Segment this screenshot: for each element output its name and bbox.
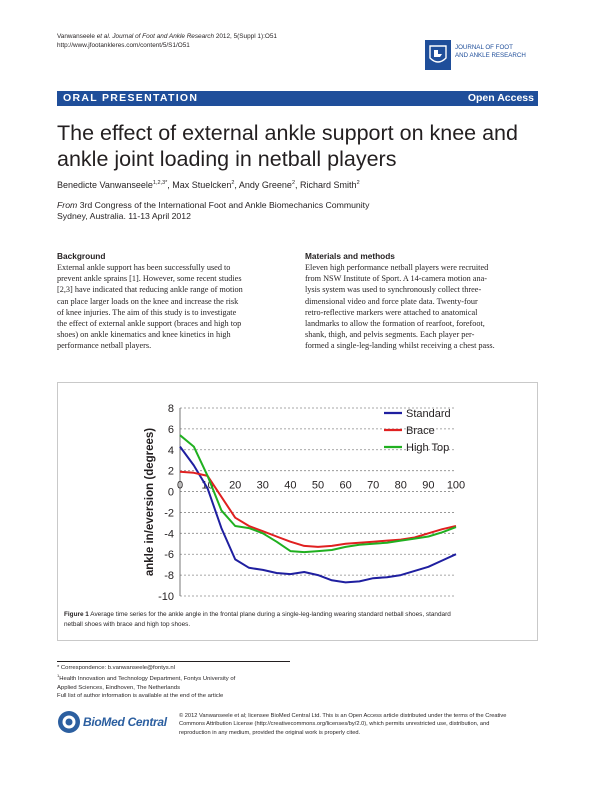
text-line: can place larger loads on the knee and i… [57, 296, 239, 306]
footnote-rule [57, 661, 290, 662]
series-line-high-top [179, 434, 457, 554]
text-line: External ankle support has been successf… [57, 263, 231, 272]
y-tick-label: 6 [168, 424, 174, 436]
text-line: [2,3] have indicated that reducing ankle… [57, 285, 243, 295]
x-tick-label: 0 [177, 480, 183, 492]
text-line: formed a single-leg-landing whilst recei… [305, 341, 495, 351]
x-tick-label: 50 [312, 480, 324, 492]
license-text: © 2012 Vanwanseele et al; licensee BioMe… [179, 712, 549, 737]
x-tick-label: 100 [447, 480, 465, 492]
caption-text: netball shoes with brace and high top sh… [64, 620, 191, 628]
y-tick-label: 0 [168, 487, 174, 499]
journal-emblem-icon [425, 40, 451, 70]
text-line: landmarks to allow the formation of rear… [305, 319, 485, 329]
correspondence[interactable]: * Correspondence: b.vanwanseele@fontys.n… [57, 665, 175, 671]
y-tick-label: -2 [164, 507, 174, 519]
text-line: of knee injuries. The aim of this study … [57, 307, 237, 317]
x-tick-label: 30 [257, 480, 269, 492]
x-tick-label: 70 [367, 480, 379, 492]
affiliation: Applied Sciences, Eindhoven, The Netherl… [57, 684, 181, 691]
citation-etal: et al. [96, 33, 111, 40]
y-tick-label: -10 [158, 591, 174, 603]
text-line: lysis system was used to synchronously c… [305, 285, 482, 295]
license-line: reproduction in any medium, provided the… [179, 729, 361, 736]
caption-label: Figure 1 [64, 611, 89, 618]
methods-heading: Materials and methods [305, 251, 395, 261]
conference-info: From 3rd Congress of the International F… [57, 200, 369, 222]
footnotes: * Correspondence: b.vanwanseele@fontys.n… [57, 665, 236, 700]
figure-1: 8 6 4 2 0 -2 -4 -6 -8 -10 0 10 20 30 40 50 60 70 80 90 100 an… [57, 382, 538, 641]
y-tick-label: 8 [168, 403, 174, 415]
methods-text: Eleven high performance netball players … [305, 262, 539, 352]
series-line-brace [179, 470, 457, 548]
y-axis-label: ankle in/eversion (degrees) [144, 428, 156, 576]
text-line: Eleven high performance netball players … [305, 263, 489, 272]
author: Max Stuelcken2 [172, 180, 235, 190]
section-banner: ORAL PRESENTATION Open Access [57, 91, 538, 106]
author: Benedicte Vanwanseele1,2,3* [57, 180, 168, 190]
author: Andy Greene2 [238, 180, 296, 190]
x-tick-label: 60 [339, 480, 351, 492]
text-line: from NSW Institute of Sport. A 14-camera… [305, 274, 487, 284]
citation-volume: 2012, 5(Suppl 1):O51 [215, 33, 277, 40]
y-tick-label: 4 [168, 445, 174, 457]
publisher-name: BioMed Central [83, 715, 167, 729]
article-type: ORAL PRESENTATION [63, 92, 199, 104]
x-tick-label: 20 [229, 480, 241, 492]
caption-text: Average time series for the ankle angle … [90, 611, 451, 618]
title-line: ankle joint loading in netball players [57, 147, 397, 171]
text-line: prevent ankle sprains [1]. However, some… [57, 274, 242, 284]
author-info-note: Full list of author information is avail… [57, 693, 224, 700]
journal-logo: JOURNAL OF FOOT AND ANKLE RESEARCH [425, 40, 545, 72]
background-heading: Background [57, 251, 106, 261]
y-tick-label: 2 [168, 466, 174, 478]
conference-location: Sydney, Australia. 11-13 April 2012 [57, 211, 191, 221]
citation-line: Vanwanseele et al. Journal of Foot and A… [57, 32, 277, 41]
article-url[interactable]: http://www.jfootankleres.com/content/5/S… [57, 42, 190, 49]
series-line-standard [179, 446, 457, 584]
x-tick-label: 90 [422, 480, 434, 492]
citation-authors: Vanwanseele [57, 33, 95, 40]
journal-name-line: AND ANKLE RESEARCH [455, 52, 526, 59]
legend-label: Standard [406, 408, 451, 420]
license-line: Commons Attribution License (http://crea… [179, 721, 490, 728]
y-tick-label: -8 [164, 570, 174, 582]
biomed-central-logo: BioMed Central [57, 710, 172, 734]
citation-journal: Journal of Foot and Ankle Research [112, 33, 215, 40]
text-line: shoes) on ankle kinematics and knee kine… [57, 330, 231, 340]
author-list: Benedicte Vanwanseele1,2,3*, Max Stuelck… [57, 180, 360, 190]
legend-label: High Top [406, 442, 449, 454]
from-label: From [57, 200, 78, 210]
license-line: © 2012 Vanwanseele et al; licensee BioMe… [179, 713, 507, 719]
figure-caption: Figure 1 Average time series for the ank… [64, 610, 534, 629]
text-line: performance netball players. [57, 341, 152, 351]
background-text: External ankle support has been successf… [57, 262, 294, 352]
text-line: retro-reflective markers were attached t… [305, 307, 478, 317]
x-tick-label: 40 [284, 480, 296, 492]
text-line: dimensional video and force plate data. … [305, 296, 478, 306]
x-tick-label: 80 [395, 480, 407, 492]
journal-name-line: JOURNAL OF FOOT [455, 44, 513, 51]
title-line: The effect of external ankle support on … [57, 121, 518, 145]
article-title: The effect of external ankle support on … [57, 120, 547, 172]
running-header: Vanwanseele et al. Journal of Foot and A… [57, 32, 277, 50]
text-line: the effect of external ankle support (br… [57, 319, 242, 329]
text-line: shank, thigh, and pelvis segments. Each … [305, 330, 475, 340]
open-access-label: Open Access [467, 92, 534, 104]
conference-name: 3rd Congress of the International Foot a… [79, 200, 370, 210]
journal-name: JOURNAL OF FOOT AND ANKLE RESEARCH [455, 44, 526, 60]
y-tick-label: -4 [164, 528, 174, 540]
legend-label: Brace [406, 425, 435, 437]
author: Richard Smith2 [300, 180, 360, 190]
biomed-central-icon [58, 711, 80, 733]
y-tick-label: -6 [164, 549, 174, 561]
affiliation: Health Innovation and Technology Departm… [59, 676, 236, 683]
